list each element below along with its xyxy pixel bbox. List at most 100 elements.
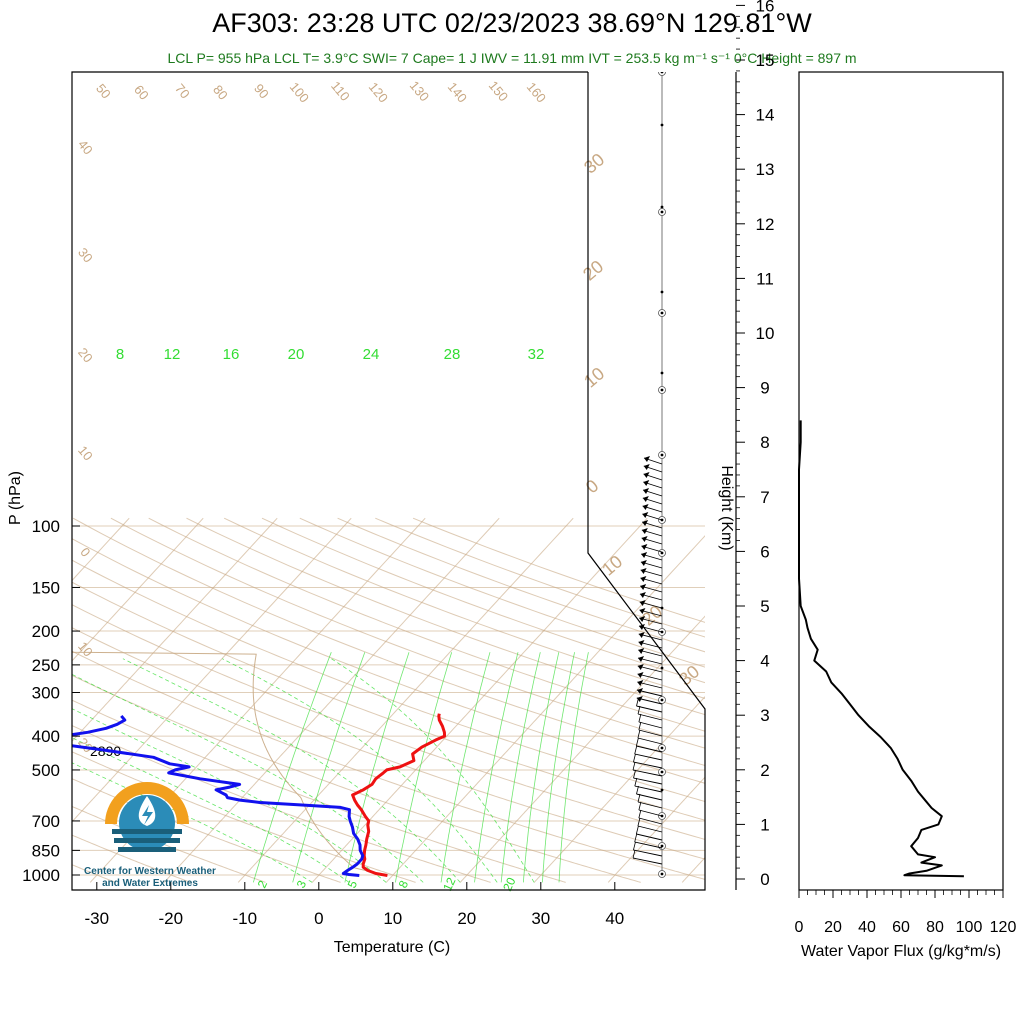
wind-barb-feather	[638, 801, 642, 811]
isotherm-right-label: 0	[582, 476, 603, 498]
isotherm-left-label: 10	[75, 443, 96, 464]
dry-adiabat-label: 80	[210, 82, 231, 103]
mixing-ratio-label: 28	[444, 346, 461, 363]
mixing-ratio-label: 16	[223, 346, 240, 363]
wind-barb-feather	[637, 729, 641, 739]
dry-adiabat-line	[186, 517, 705, 716]
height-tick-label: 1	[760, 815, 769, 834]
mixing-ratio-line	[252, 652, 332, 883]
temperature-tick-label: 0	[314, 909, 323, 928]
wind-barb-feather	[634, 833, 638, 843]
mixing-ratio-line	[542, 652, 575, 883]
wind-barb	[637, 737, 663, 745]
wind-barb	[637, 713, 663, 721]
isotherm-line	[237, 517, 574, 883]
dry-adiabat-label: 100	[287, 79, 312, 105]
moist-adiabat-line	[331, 658, 535, 883]
wind-level-marker	[658, 72, 666, 76]
wind-barb-flag	[637, 688, 644, 694]
logo-wave-3	[118, 847, 176, 852]
moist-adiabat-label: 3	[294, 878, 310, 890]
dry-adiabat-line	[72, 538, 705, 784]
height-tick-label: 0	[760, 870, 769, 889]
dry-adiabat-line	[72, 725, 491, 883]
wind-barb-flag	[637, 664, 644, 670]
height-tick-label: 9	[760, 379, 769, 398]
pressure-tick-label: 1000	[22, 866, 60, 885]
dry-adiabat-line	[72, 674, 641, 883]
wind-barb	[634, 785, 663, 793]
wind-level-dot	[660, 788, 664, 792]
height-tick-label: 14	[756, 106, 775, 125]
dewpoint-profile	[72, 714, 365, 877]
wind-barb-flag	[642, 512, 649, 518]
height-tick-label: 5	[760, 597, 769, 616]
wind-level-dot	[660, 72, 664, 74]
temperature-tick-label: 20	[457, 909, 476, 928]
mixing-ratio-label: 32	[528, 346, 545, 363]
wind-barb-feather	[638, 721, 642, 731]
wind-barb	[633, 777, 663, 785]
isotherm-line	[311, 517, 648, 883]
height-tick-label: 15	[756, 51, 775, 70]
wind-barb-flag	[639, 600, 646, 606]
wind-barb-feather	[635, 737, 639, 747]
wind-level-dot	[660, 551, 664, 555]
moist-adiabat-label: 5	[345, 878, 361, 890]
wind-barb	[634, 841, 663, 849]
dry-adiabat-label: 140	[445, 79, 470, 105]
wind-barb-flag	[642, 520, 649, 526]
skewt-frame	[71, 71, 706, 891]
isotherm-line	[163, 517, 500, 883]
wind-barbs	[632, 72, 666, 878]
wind-level-dot	[660, 388, 664, 392]
mixing-ratio-label: 8	[116, 346, 124, 363]
pressure-tick-label: 300	[32, 684, 60, 703]
wind-level-dot	[660, 311, 664, 315]
wind-barb-feather	[638, 809, 642, 819]
wind-barb-flag	[641, 528, 648, 534]
wind-barb-feather	[637, 705, 641, 715]
height-tick-label: 6	[760, 542, 769, 561]
mixing-ratio-line	[474, 652, 519, 883]
dry-adiabat-line	[223, 517, 705, 699]
wind-barb	[632, 857, 663, 865]
logo-name-line1: Center for Western Weather	[84, 866, 216, 877]
dry-adiabat-line	[72, 834, 191, 883]
moist-adiabat-line	[72, 673, 424, 883]
mixing-ratio-line	[558, 652, 589, 883]
wind-barb	[636, 705, 663, 713]
isotherm-left-label: 0	[77, 545, 93, 560]
mixing-ratio-label: 12	[164, 346, 181, 363]
pressure-tick-label: 400	[32, 727, 60, 746]
mixing-ratio-line	[440, 652, 491, 883]
dry-adiabat-line	[72, 581, 705, 821]
mixing-ratio-line	[292, 652, 366, 883]
pressure-tick-label: 700	[32, 812, 60, 831]
flux-line	[798, 420, 964, 878]
dry-adiabat-label: 70	[172, 81, 193, 102]
dry-adiabat-line	[72, 517, 705, 767]
dry-adiabat-line	[412, 517, 705, 623]
wind-barb-feather	[636, 697, 639, 707]
height-tick-label: 8	[760, 433, 769, 452]
logo-sun-arc	[105, 782, 189, 825]
wind-barb-flag	[641, 544, 648, 550]
wind-barb-feather	[633, 769, 636, 779]
dry-adiabat-label: 110	[328, 78, 353, 104]
temperature-tick-label: -30	[85, 909, 110, 928]
wind-barb	[633, 761, 663, 769]
wind-barb-feather	[634, 777, 638, 787]
flux-panel: 0 20 40 60 80 100 120 Water Vapor Flux (g/kg*m/…	[795, 71, 1016, 960]
wind-barb	[637, 801, 663, 809]
height-tick-label: 2	[760, 761, 769, 780]
wind-barb-flag	[636, 696, 643, 702]
wind-level-dot	[660, 698, 664, 702]
dry-adiabat-line	[72, 699, 566, 883]
pressure-tick-label: 500	[32, 761, 60, 780]
logo-bolt-icon	[142, 805, 153, 825]
temperature-profile	[351, 713, 447, 877]
height-tick-label: 12	[756, 215, 775, 234]
